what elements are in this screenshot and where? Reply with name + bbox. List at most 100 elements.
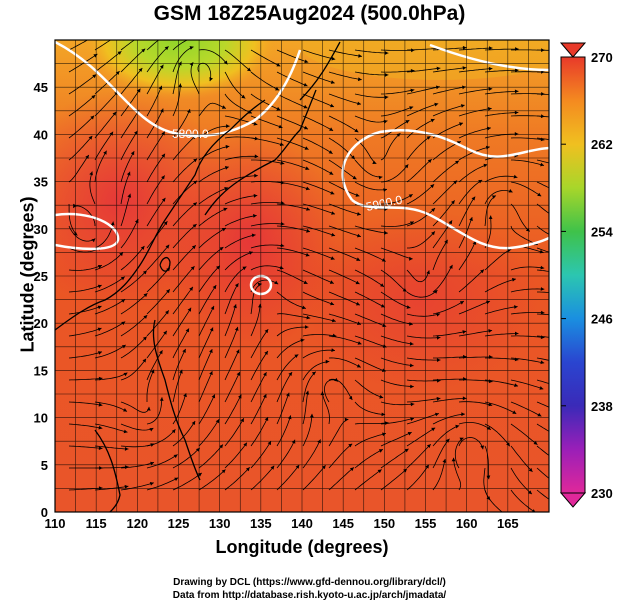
streamline-arrowhead [329,280,334,284]
streamline-arrowhead [142,336,147,341]
streamline [328,203,361,216]
coastline-kuril [299,41,341,101]
streamline [197,62,212,82]
streamline [250,223,285,227]
streamline-arrowhead [306,315,311,320]
streamline-arrowhead [225,144,230,149]
colorbar-tick-label: 230 [591,486,613,501]
cold-low-north [80,40,280,100]
streamline-arrowhead [378,175,383,180]
streamline-arrowhead [242,266,247,271]
streamline-arrowhead [187,307,192,312]
streamline [250,265,284,271]
streamline [198,265,221,293]
streamline [406,427,436,447]
streamline-arrowhead [185,328,189,333]
streamline-arrowhead [91,95,96,99]
streamline [224,195,258,205]
streamline-arrowhead [451,457,456,462]
streamline-arrowhead [331,232,336,237]
coastline-borneo [94,429,121,512]
streamline [172,245,197,271]
streamline-arrowhead [459,301,464,305]
streamline-arrowhead [211,394,216,399]
streamline-arrowhead [210,305,215,310]
streamline-arrowhead [209,349,213,354]
streamline-arrowhead [144,30,148,34]
streamline-arrowhead [384,73,389,77]
streamline-arrowhead [305,252,310,257]
y-tick-label: 20 [34,316,48,331]
streamline-arrowhead [540,162,544,167]
streamline [146,350,163,381]
streamline [484,333,519,337]
streamline-arrowhead [159,350,163,355]
streamline [510,489,536,512]
streamline-arrowhead [193,202,197,207]
streamline [172,46,194,73]
streamline-arrowhead [380,304,385,308]
streamline-arrowhead [264,417,269,421]
streamline-arrowhead [191,421,196,425]
streamline [484,445,490,480]
streamline [328,71,362,81]
streamline [146,289,171,315]
streamline [72,205,96,227]
streamline-arrowhead [254,173,258,178]
x-axis-ticks: 110 115 120 125 130 135 140 145 150 155 160 165 [45,516,519,531]
streamline-arrowhead [234,326,239,331]
streamline [146,40,160,51]
streamline-arrowhead [300,338,305,343]
streamline-arrowhead [485,145,490,150]
streamline-arrowhead [436,312,441,317]
streamline [250,465,275,491]
streamline [146,46,169,73]
streamline [172,447,201,469]
streamline [328,181,360,197]
streamline [484,248,512,271]
streamline [406,47,441,51]
streamline [536,49,549,51]
streamline [172,328,190,359]
streamline [146,64,164,95]
streamline [484,278,516,293]
streamline [458,240,477,271]
streamline-arrowhead [251,233,256,238]
coastline-philippines [152,319,201,481]
streamline [432,398,467,403]
streamline-arrowhead [127,193,132,198]
streamline-arrowhead [143,315,148,319]
streamline-arrowhead [486,426,491,430]
streamline-arrowhead [512,410,517,414]
coastlines [55,41,341,512]
streamline [68,154,90,183]
streamline-arrowhead [330,301,335,306]
streamline-arrowhead [514,89,519,94]
streamline [536,159,549,164]
streamline [536,335,549,338]
streamline [328,269,360,285]
streamline-arrowhead [356,212,361,216]
streamline [432,200,456,227]
streamline [198,444,224,469]
streamline [120,270,148,293]
streamline [381,89,415,95]
streamline-arrowhead [274,280,279,285]
streamline [328,137,356,160]
streamline-arrowhead [221,105,226,109]
streamline [510,181,542,197]
streamline [250,202,285,205]
streamline-arrowhead [219,444,223,449]
streamline-arrowhead [508,189,513,193]
streamline-arrowhead [223,207,228,212]
streamline [406,289,438,298]
streamline [94,111,117,139]
streamline [146,330,168,359]
streamline-arrowhead [165,244,170,249]
streamline [484,90,519,95]
streamline [172,472,203,491]
streamline [146,454,178,469]
streamline [94,50,122,73]
streamline [458,330,493,337]
streamline-arrowhead [436,335,441,340]
